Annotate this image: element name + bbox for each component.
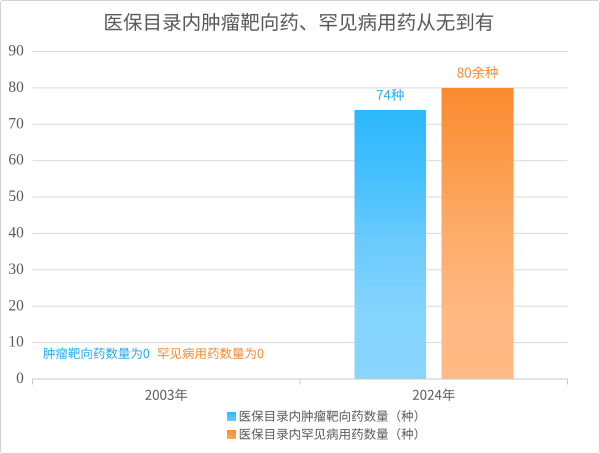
svg-text:60: 60: [8, 152, 24, 169]
svg-text:20: 20: [8, 297, 24, 314]
svg-text:80: 80: [8, 79, 24, 96]
svg-text:50: 50: [8, 188, 24, 205]
svg-text:10: 10: [8, 334, 24, 351]
svg-text:70: 70: [8, 115, 24, 132]
svg-text:90: 90: [8, 43, 24, 60]
svg-text:40: 40: [8, 225, 24, 242]
svg-text:0: 0: [16, 370, 24, 387]
svg-text:30: 30: [8, 261, 24, 278]
